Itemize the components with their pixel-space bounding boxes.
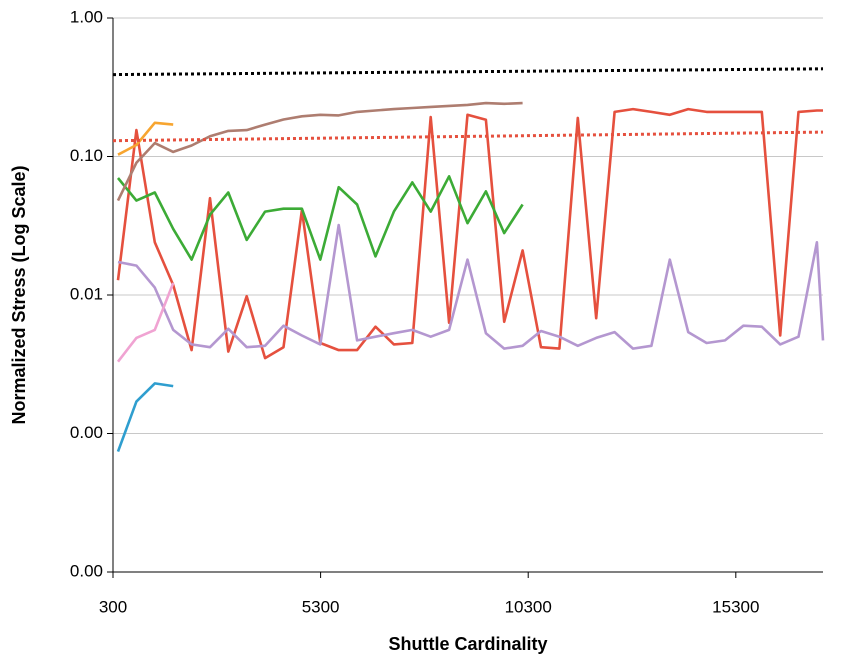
series-line — [116, 282, 175, 363]
reference-line — [112, 130, 824, 143]
y-tick-label: 0.01 — [70, 284, 103, 303]
x-axis-title: Shuttle Cardinality — [388, 634, 547, 654]
reference-line — [112, 67, 824, 77]
y-tick-label: 1.00 — [70, 7, 103, 26]
y-axis-title: Normalized Stress (Log Scale) — [9, 165, 29, 424]
series-line — [116, 175, 524, 261]
series-line — [117, 121, 174, 156]
series-line — [116, 101, 523, 202]
y-tick-label: 0.10 — [70, 146, 103, 165]
x-tick-label: 300 — [99, 597, 127, 616]
series-line — [116, 107, 823, 360]
x-tick-label: 10300 — [505, 597, 552, 616]
series-line — [117, 223, 825, 350]
y-tick-label: 0.00 — [70, 423, 103, 442]
y-tick-label: 0.00 — [70, 561, 103, 580]
x-tick-label: 15300 — [712, 597, 759, 616]
x-tick-label: 5300 — [302, 597, 340, 616]
series-line — [116, 382, 174, 453]
